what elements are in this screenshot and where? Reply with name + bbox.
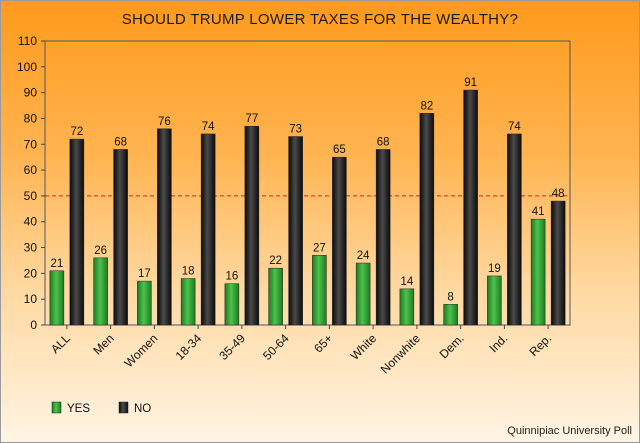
data-label-yes: 14 <box>400 276 413 288</box>
y-tick-label: 50 <box>24 189 38 203</box>
y-tick-label: 110 <box>18 34 37 48</box>
category-label: 65+ <box>311 331 335 355</box>
bar-yes <box>93 257 108 326</box>
bar-no <box>244 125 260 326</box>
bar-yes <box>443 304 458 326</box>
bar-no <box>157 128 172 326</box>
legend: YES NO <box>51 401 151 415</box>
category-label: 18-34 <box>173 331 205 363</box>
data-label-yes: 24 <box>357 250 370 262</box>
data-label-no: 65 <box>333 144 346 156</box>
data-label-yes: 21 <box>50 258 63 270</box>
category-label: 35-49 <box>216 331 248 363</box>
data-label-no: 74 <box>202 121 215 133</box>
category-label: Men <box>90 331 116 357</box>
bar-yes <box>399 288 415 326</box>
y-tick-label: 60 <box>24 163 38 177</box>
data-label-yes: 26 <box>94 245 107 257</box>
bar-yes <box>312 255 327 326</box>
data-label-no: 68 <box>114 136 127 148</box>
bar-yes <box>224 283 240 326</box>
y-tick-label: 70 <box>24 137 38 151</box>
bar-yes <box>49 270 65 326</box>
legend-swatch-yes <box>51 401 62 414</box>
data-label-yes: 41 <box>532 206 545 218</box>
bar-yes <box>530 218 546 326</box>
legend-swatch-no <box>118 401 129 414</box>
category-label: Ind. <box>486 331 510 355</box>
bar-yes <box>487 275 502 326</box>
bar-no <box>463 89 478 326</box>
data-label-yes: 18 <box>182 266 195 278</box>
data-label-no: 73 <box>289 124 302 136</box>
data-label-yes: 19 <box>488 263 501 275</box>
category-label: White <box>348 331 380 363</box>
plot-area: 0 10 20 30 40 50 60 70 80 90 100 110 21 72 ALL 26 68 Men 1… <box>17 34 571 377</box>
y-tick-label: 10 <box>24 292 38 306</box>
y-tick-label: 0 <box>30 318 37 332</box>
bar-yes <box>137 280 152 326</box>
bar-no <box>375 149 391 326</box>
data-label-no: 48 <box>552 188 565 200</box>
category-label: Dem. <box>437 331 467 361</box>
bar-no <box>419 113 435 326</box>
legend-label-yes: YES <box>67 403 90 415</box>
data-label-yes: 27 <box>313 242 326 254</box>
bar-yes <box>355 262 371 326</box>
data-label-no: 72 <box>70 126 83 138</box>
bar-no <box>113 149 128 326</box>
y-tick-label: 30 <box>24 241 38 255</box>
data-label-no: 91 <box>464 77 477 89</box>
data-label-yes: 17 <box>138 268 151 280</box>
bar-no <box>288 136 303 326</box>
data-label-no: 74 <box>508 121 521 133</box>
data-label-no: 76 <box>158 116 171 128</box>
bar-yes <box>268 267 283 326</box>
bar-no <box>332 156 347 326</box>
chart-title: SHOULD TRUMP LOWER TAXES FOR THE WEALTHY… <box>122 11 519 28</box>
data-label-yes: 16 <box>225 271 238 283</box>
category-label: Nonwhite <box>378 331 424 377</box>
y-tick-label: 80 <box>24 111 38 125</box>
bar-no <box>507 133 522 326</box>
data-label-no: 77 <box>245 113 258 125</box>
data-label-yes: 8 <box>447 291 453 303</box>
data-label-no: 82 <box>420 100 433 112</box>
category-label: Rep. <box>526 331 554 359</box>
data-label-no: 68 <box>377 136 390 148</box>
bar-no <box>550 200 566 326</box>
data-label-yes: 22 <box>269 255 282 267</box>
plot-border <box>44 40 571 326</box>
bar-yes <box>180 278 196 326</box>
y-tick-label: 20 <box>24 266 38 280</box>
y-tick-label: 90 <box>24 86 38 100</box>
category-label: ALL <box>48 331 73 356</box>
category-label: Women <box>122 331 161 370</box>
bar-no <box>200 133 216 326</box>
bar-no <box>69 138 85 326</box>
y-tick-label: 40 <box>24 215 38 229</box>
legend-label-no: NO <box>134 403 151 415</box>
category-label: 50-64 <box>260 331 292 363</box>
y-tick-label: 100 <box>17 60 37 74</box>
source-note: Quinnipiac University Poll <box>507 425 632 437</box>
